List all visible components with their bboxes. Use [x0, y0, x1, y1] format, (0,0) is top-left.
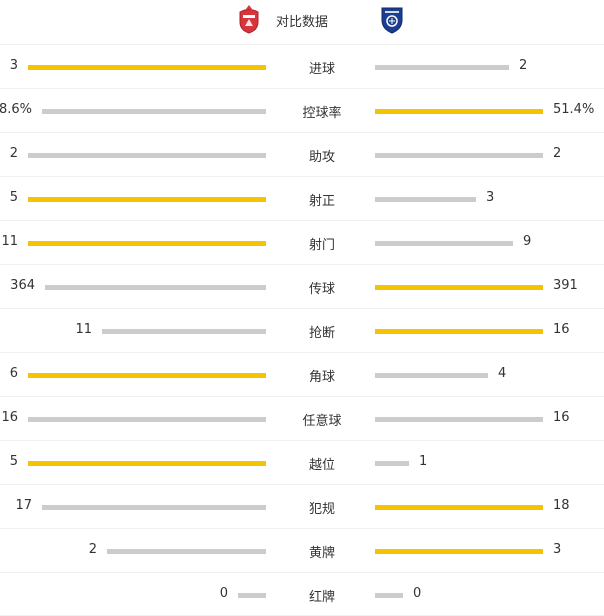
home-stat-value: 2 — [9, 146, 18, 161]
stat-label: 传球 — [308, 282, 335, 297]
away-stat-value: 2 — [553, 146, 562, 161]
stat-label: 黄牌 — [308, 546, 335, 561]
stat-label: 红牌 — [308, 590, 335, 605]
home-stat-value: 48.6% — [0, 102, 32, 117]
away-stat-value: 3 — [553, 542, 562, 557]
away-stat-value: 16 — [553, 410, 570, 425]
away-stat-bar — [375, 461, 409, 466]
stat-row: 17 犯规 18 — [0, 484, 604, 528]
away-stat-bar — [375, 285, 543, 290]
stat-label: 越位 — [308, 458, 335, 473]
home-stat-bar — [238, 593, 266, 598]
away-stat-value: 18 — [553, 498, 570, 513]
home-stat-bar — [28, 197, 266, 202]
away-stat-value: 4 — [498, 366, 507, 381]
stat-row: 364 传球 391 — [0, 264, 604, 308]
home-stat-bar — [42, 505, 266, 510]
home-stat-value: 16 — [1, 410, 18, 425]
stat-row: 5 射正 3 — [0, 176, 604, 220]
stat-row: 11 射门 9 — [0, 220, 604, 264]
stat-row: 16 任意球 16 — [0, 396, 604, 440]
comparison-header: 对比数据 — [0, 0, 604, 44]
away-stat-value: 1 — [419, 454, 428, 469]
header-title: 对比数据 — [275, 15, 328, 30]
stat-row: 0 红牌 0 — [0, 572, 604, 616]
stat-label: 进球 — [308, 62, 335, 77]
home-stat-bar — [28, 65, 266, 70]
home-stat-value: 17 — [15, 498, 32, 513]
home-stat-value: 3 — [9, 58, 18, 73]
stat-label: 助攻 — [308, 150, 335, 165]
away-stat-bar — [375, 109, 543, 114]
home-stat-bar — [28, 417, 266, 422]
stat-label: 犯规 — [308, 502, 335, 517]
stat-row: 2 助攻 2 — [0, 132, 604, 176]
stat-label: 控球率 — [302, 106, 342, 121]
home-stat-bar — [28, 153, 266, 158]
away-stat-bar — [375, 65, 509, 70]
stat-row: 2 黄牌 3 — [0, 528, 604, 572]
stat-row: 11 抢断 16 — [0, 308, 604, 352]
away-stat-bar — [375, 153, 543, 158]
home-stat-bar — [42, 109, 266, 114]
away-stat-value: 0 — [413, 586, 422, 601]
home-stat-value: 5 — [9, 190, 18, 205]
blue-shield-crest-icon — [381, 7, 403, 34]
stats-list: 3进球248.6%控球率51.4%2助攻25射正311射门9364传球39111… — [0, 44, 604, 616]
away-stat-value: 51.4% — [553, 102, 595, 117]
home-stat-value: 11 — [75, 322, 92, 337]
home-stat-bar — [102, 329, 266, 334]
away-stat-bar — [375, 549, 543, 554]
stat-row: 5 越位 1 — [0, 440, 604, 484]
stat-label: 角球 — [308, 370, 335, 385]
stat-label: 任意球 — [302, 414, 342, 429]
red-team-crest-icon — [239, 5, 259, 34]
stat-row: 3 进球 2 — [0, 44, 604, 88]
away-stat-value: 9 — [523, 234, 532, 249]
stat-label: 射门 — [308, 238, 335, 253]
away-stat-bar — [375, 505, 543, 510]
away-stat-bar — [375, 197, 476, 202]
away-stat-bar — [375, 417, 543, 422]
home-stat-value: 11 — [1, 234, 18, 249]
home-stat-bar — [28, 373, 266, 378]
home-stat-value: 5 — [9, 454, 18, 469]
stat-label: 射正 — [308, 194, 335, 209]
home-stat-value: 364 — [10, 278, 35, 293]
stat-row: 6 角球 4 — [0, 352, 604, 396]
home-stat-value: 0 — [219, 586, 228, 601]
home-stat-bar — [45, 285, 266, 290]
away-stat-value: 2 — [519, 58, 528, 73]
away-stat-bar — [375, 329, 543, 334]
away-stat-value: 16 — [553, 322, 570, 337]
home-stat-value: 6 — [9, 366, 18, 381]
away-stat-bar — [375, 593, 403, 598]
home-stat-bar — [28, 461, 266, 466]
home-stat-bar — [107, 549, 266, 554]
away-stat-bar — [375, 241, 513, 246]
home-stat-bar — [28, 241, 266, 246]
away-stat-value: 3 — [486, 190, 495, 205]
stat-label: 抢断 — [308, 326, 335, 341]
away-stat-value: 391 — [553, 278, 578, 293]
away-stat-bar — [375, 373, 488, 378]
home-stat-value: 2 — [88, 542, 97, 557]
stat-row: 48.6% 控球率 51.4% — [0, 88, 604, 132]
